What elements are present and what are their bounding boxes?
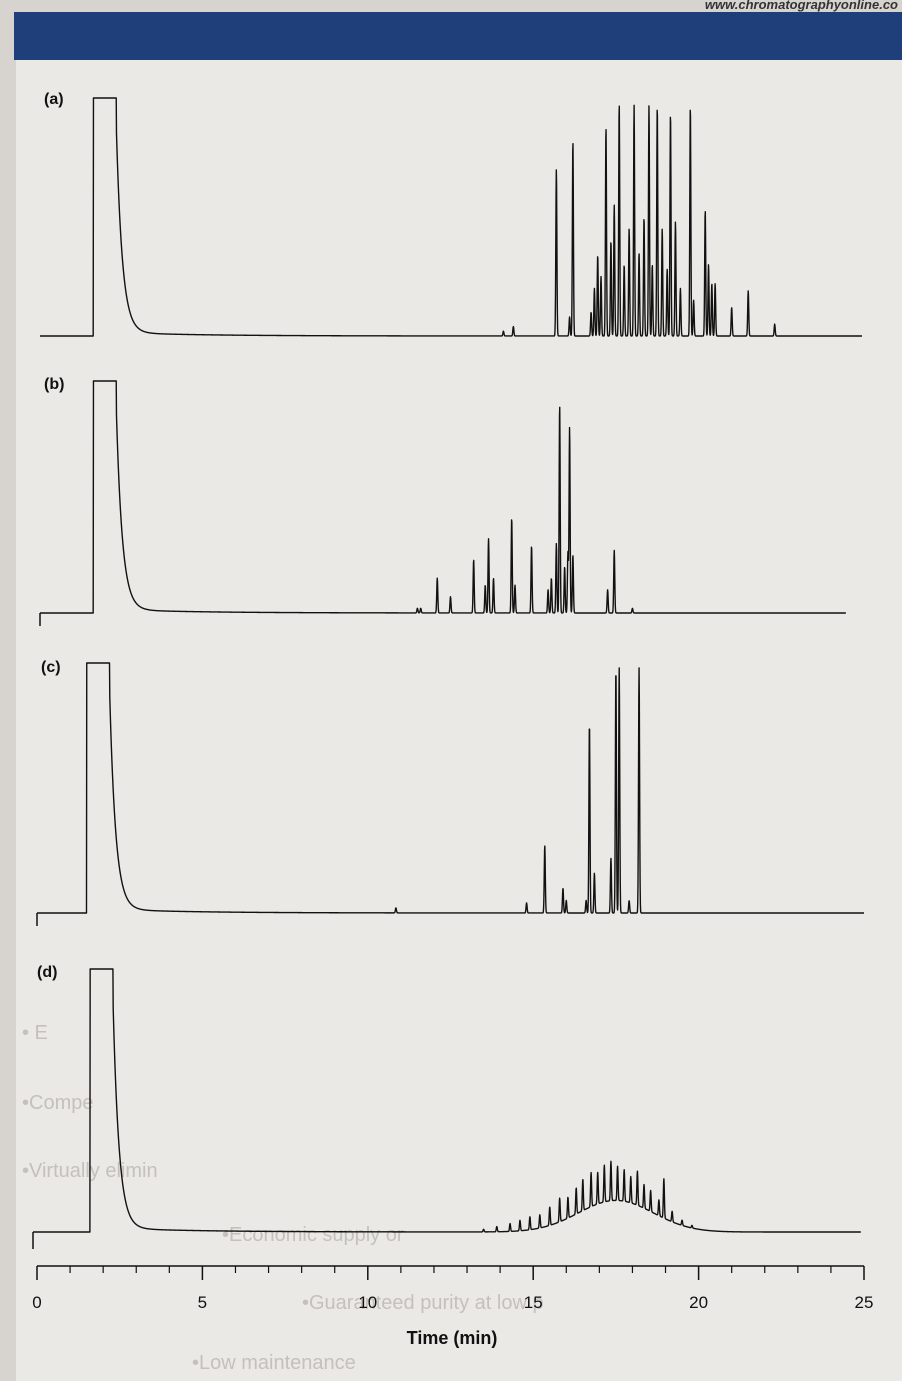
- panel-label: (a): [44, 91, 64, 108]
- time-axis-tick-label: 20: [689, 1293, 708, 1312]
- time-axis-tick-label: 5: [198, 1293, 207, 1312]
- x-axis-label: Time (min): [407, 1328, 498, 1348]
- panel-label: (b): [44, 376, 64, 393]
- panel-label: (d): [37, 964, 57, 981]
- trace-4: [32, 968, 862, 1233]
- time-axis-tick-label: 25: [855, 1293, 874, 1312]
- page-url: www.chromatographyonline.co: [704, 0, 898, 12]
- figure-panel: [16, 60, 902, 1381]
- time-axis-tick-label: 10: [358, 1293, 377, 1312]
- trace-2: [39, 380, 847, 614]
- time-axis-tick-label: 0: [32, 1293, 41, 1312]
- trace-3: [36, 662, 865, 914]
- time-axis-tick-label: 15: [524, 1293, 543, 1312]
- panel-label: (c): [41, 659, 61, 676]
- header-bar: [14, 12, 902, 60]
- trace-1: [39, 97, 863, 337]
